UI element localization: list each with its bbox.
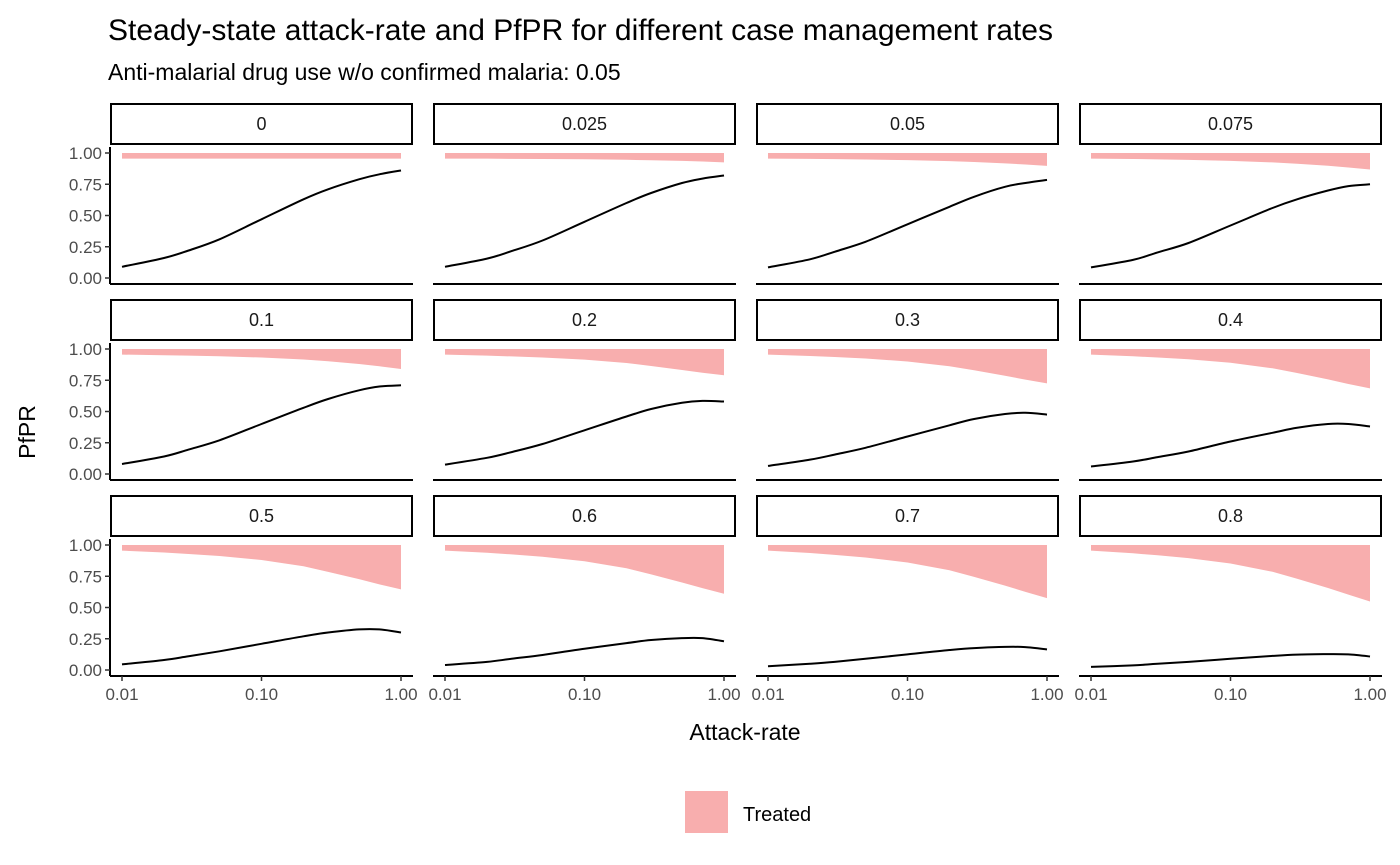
facet-strip-label: 0.3 — [895, 310, 920, 330]
treated-ribbon — [1091, 545, 1370, 602]
facet-panel: 0.3 — [756, 299, 1059, 481]
y-tick-label: 0.50 — [69, 207, 102, 226]
facet-panel: 0.6 0.01 0.10 1.00 — [428, 495, 741, 704]
treated-ribbon — [122, 349, 401, 369]
y-tick-label: 0.75 — [69, 567, 102, 586]
facet-panel: 0.2 — [433, 299, 736, 481]
y-tick-label: 0.00 — [69, 661, 102, 680]
pfpr-line — [767, 178, 1048, 269]
pfpr-line — [444, 399, 725, 466]
facet-strip — [756, 495, 1059, 537]
y-tick-label: 0.75 — [69, 371, 102, 390]
y-axis-title: PfPR — [14, 405, 40, 459]
facet-panels: 00.000.250.500.751.000.025 0.05 0.0750.10.… — [69, 103, 1387, 704]
facet-panel: 0.8 0.01 0.10 1.00 — [1074, 495, 1387, 704]
facet-panel: 0.025 — [433, 103, 736, 285]
facet-strip — [433, 299, 736, 341]
x-tick-label: 0.10 — [1214, 685, 1247, 704]
legend: Treated — [685, 791, 811, 833]
treated-ribbon — [445, 545, 724, 594]
facet-strip — [433, 495, 736, 537]
treated-ribbon — [1091, 153, 1370, 170]
legend-key-treated — [685, 791, 728, 833]
x-axis-title: Attack-rate — [689, 719, 800, 745]
y-tick-label: 0.25 — [69, 238, 102, 257]
y-tick-label: 0.50 — [69, 403, 102, 422]
facet-panel: 0.05 — [756, 103, 1059, 285]
pfpr-line — [1090, 422, 1371, 468]
facet-panel: 0.5 0.00 0.25 0.50 0.75 1.00 0.01 0.10 1.00 — [69, 495, 418, 704]
treated-ribbon — [768, 545, 1047, 599]
legend-label-treated: Treated — [743, 804, 811, 826]
facet-strip-label: 0 — [256, 114, 266, 134]
facet-panel: 0.1 0.00 0.25 0.50 0.75 1.00 — [69, 299, 413, 484]
facet-panel: 0 0.00 0.25 0.50 0.75 1.00 — [69, 103, 413, 288]
y-tick-label: 0.00 — [69, 465, 102, 484]
pfpr-line — [1090, 183, 1371, 269]
pfpr-line — [444, 174, 725, 268]
pfpr-line — [121, 628, 402, 666]
pfpr-line — [767, 645, 1048, 668]
facet-strip-label: 0.1 — [249, 310, 274, 330]
x-tick-label: 0.01 — [751, 685, 784, 704]
facet-strip — [433, 103, 736, 145]
facet-strip — [110, 495, 413, 537]
facet-panel: 0.4 — [1079, 299, 1382, 481]
y-tick-label: 1.00 — [69, 144, 102, 163]
x-tick-label: 0.01 — [428, 685, 461, 704]
x-tick-label: 0.10 — [568, 685, 601, 704]
facet-strip-label: 0.6 — [572, 506, 597, 526]
treated-ribbon — [122, 153, 401, 159]
x-tick-label: 1.00 — [384, 685, 417, 704]
facet-strip-label: 0.8 — [1218, 506, 1243, 526]
facet-strip-label: 0.2 — [572, 310, 597, 330]
facet-strip-label: 0.4 — [1218, 310, 1243, 330]
y-tick-label: 0.75 — [69, 175, 102, 194]
facet-strip — [1079, 299, 1382, 341]
facet-strip — [1079, 495, 1382, 537]
pfpr-line — [121, 384, 402, 465]
x-tick-label: 0.01 — [105, 685, 138, 704]
facet-strip-label: 0.075 — [1208, 114, 1253, 134]
pfpr-line — [121, 169, 402, 268]
facet-strip-label: 0.05 — [890, 114, 925, 134]
facet-strip-label: 0.025 — [562, 114, 607, 134]
chart-subtitle: Anti-malarial drug use w/o confirmed mal… — [108, 59, 621, 85]
x-tick-label: 1.00 — [1353, 685, 1386, 704]
facet-strip — [756, 299, 1059, 341]
facet-panel: 0.075 — [1079, 103, 1382, 285]
pfpr-line — [1090, 653, 1371, 668]
facet-strip — [110, 103, 413, 145]
x-tick-label: 0.10 — [245, 685, 278, 704]
y-tick-label: 0.25 — [69, 630, 102, 649]
pfpr-line — [767, 411, 1048, 467]
facet-panel: 0.7 0.01 0.10 1.00 — [751, 495, 1064, 704]
x-tick-label: 1.00 — [707, 685, 740, 704]
pfpr-line — [444, 636, 725, 666]
y-tick-label: 1.00 — [69, 340, 102, 359]
treated-ribbon — [768, 153, 1047, 166]
facet-strip-label: 0.7 — [895, 506, 920, 526]
y-tick-label: 0.25 — [69, 434, 102, 453]
treated-ribbon — [1091, 349, 1370, 389]
facet-strip-label: 0.5 — [249, 506, 274, 526]
treated-ribbon — [122, 545, 401, 590]
treated-ribbon — [768, 349, 1047, 384]
facet-strip — [1079, 103, 1382, 145]
facet-strip — [110, 299, 413, 341]
x-tick-label: 0.10 — [891, 685, 924, 704]
facet-strip — [756, 103, 1059, 145]
treated-ribbon — [445, 153, 724, 163]
treated-ribbon — [445, 349, 724, 376]
chart-title: Steady-state attack-rate and PfPR for di… — [108, 14, 1053, 47]
y-tick-label: 1.00 — [69, 536, 102, 555]
x-tick-label: 1.00 — [1030, 685, 1063, 704]
x-tick-label: 0.01 — [1074, 685, 1107, 704]
y-tick-label: 0.50 — [69, 599, 102, 618]
y-tick-label: 0.00 — [69, 269, 102, 288]
